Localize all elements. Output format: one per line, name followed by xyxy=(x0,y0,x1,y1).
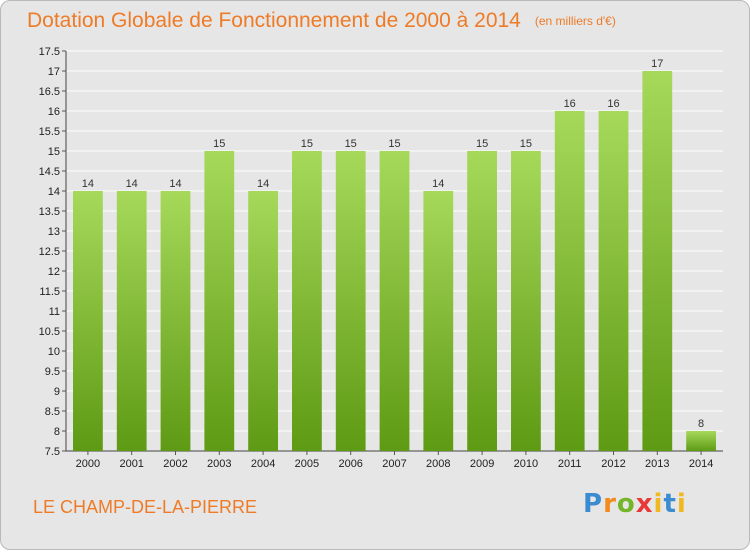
y-tick-label: 14.5 xyxy=(39,166,60,178)
data-label-2006: 15 xyxy=(345,138,357,150)
data-label-2001: 14 xyxy=(126,178,138,190)
data-label-2014: 8 xyxy=(698,418,704,430)
chart-title-text: Dotation Globale de Fonctionnement de 20… xyxy=(27,9,521,32)
y-tick-label: 8.5 xyxy=(45,406,60,418)
x-tick-label-2000: 2000 xyxy=(76,458,100,470)
x-tick-label-2009: 2009 xyxy=(470,458,494,470)
x-tick-label-2014: 2014 xyxy=(689,458,713,470)
data-label-2002: 14 xyxy=(169,178,181,190)
data-label-2005: 15 xyxy=(301,138,313,150)
y-tick-label: 12.5 xyxy=(39,246,60,258)
y-tick-label: 8 xyxy=(54,426,60,438)
data-label-2000: 14 xyxy=(82,178,94,190)
x-tick-label-2006: 2006 xyxy=(338,458,362,470)
bar-2000 xyxy=(73,191,103,451)
y-tick-label: 17 xyxy=(48,66,60,78)
bar-2012 xyxy=(598,111,629,451)
bar-2005 xyxy=(292,151,322,451)
bar-2011 xyxy=(554,111,585,451)
data-label-2009: 15 xyxy=(476,138,488,150)
y-tick-label: 10.5 xyxy=(39,326,60,338)
data-label-2010: 15 xyxy=(520,138,532,150)
y-tick-label: 16.5 xyxy=(39,86,60,98)
proxiti-logo[interactable]: Proxiti xyxy=(583,489,687,519)
bar-2001 xyxy=(116,191,147,451)
y-tick-label: 9 xyxy=(54,386,60,398)
x-tick-label-2013: 2013 xyxy=(645,458,669,470)
x-tick-label-2008: 2008 xyxy=(426,458,450,470)
bar-2007 xyxy=(379,151,410,451)
y-tick-label: 15 xyxy=(48,146,60,158)
y-tick-label: 11 xyxy=(49,306,60,318)
y-tick-label: 10 xyxy=(48,346,60,358)
y-tick-label: 13.5 xyxy=(39,206,60,218)
data-label-2003: 15 xyxy=(213,138,225,150)
bar-2003 xyxy=(204,151,235,451)
chart-title: Dotation Globale de Fonctionnement de 20… xyxy=(27,9,616,33)
bar-2009 xyxy=(467,151,497,451)
data-label-2008: 14 xyxy=(432,178,444,190)
x-tick-label-2003: 2003 xyxy=(207,458,231,470)
x-tick-label-2012: 2012 xyxy=(601,458,625,470)
data-label-2012: 16 xyxy=(607,98,619,110)
bar-2014 xyxy=(686,431,716,451)
data-label-2007: 15 xyxy=(388,138,400,150)
y-tick-label: 11.5 xyxy=(39,286,60,298)
bar-layer xyxy=(73,71,716,451)
y-tick-label: 12 xyxy=(48,266,60,278)
bar-2002 xyxy=(160,191,191,451)
y-tick-label: 13 xyxy=(48,226,60,238)
bar-2013 xyxy=(642,71,673,451)
x-tick-label-2002: 2002 xyxy=(163,458,187,470)
chart-unit: (en milliers d'€) xyxy=(534,14,616,28)
bar-2008 xyxy=(423,191,454,451)
x-tick-label-2004: 2004 xyxy=(251,458,275,470)
bar-2006 xyxy=(335,151,366,451)
x-tick-label-2011: 2011 xyxy=(558,458,582,470)
y-tick-label: 7.5 xyxy=(45,446,60,458)
x-tick-label-2001: 2001 xyxy=(119,458,143,470)
data-label-2004: 14 xyxy=(257,178,269,190)
town-name: LE CHAMP-DE-LA-PIERRE xyxy=(33,497,258,517)
y-tick-label: 14 xyxy=(48,186,60,198)
data-label-2013: 17 xyxy=(651,58,663,70)
y-tick-label: 17.5 xyxy=(39,46,60,58)
label-layer: 14 14 14 15 14 15 15 15 14 15 15 16 16 17 8 xyxy=(82,58,704,430)
bar-2004 xyxy=(248,191,278,451)
y-tick-label: 16 xyxy=(48,106,60,118)
bar-2010 xyxy=(511,151,541,451)
x-tick-label-2010: 2010 xyxy=(514,458,538,470)
x-tick-label-2005: 2005 xyxy=(295,458,319,470)
y-tick-label: 9.5 xyxy=(45,366,60,378)
data-label-2011: 16 xyxy=(564,98,576,110)
x-tick-label-2007: 2007 xyxy=(382,458,406,470)
y-tick-label: 15.5 xyxy=(39,126,60,138)
